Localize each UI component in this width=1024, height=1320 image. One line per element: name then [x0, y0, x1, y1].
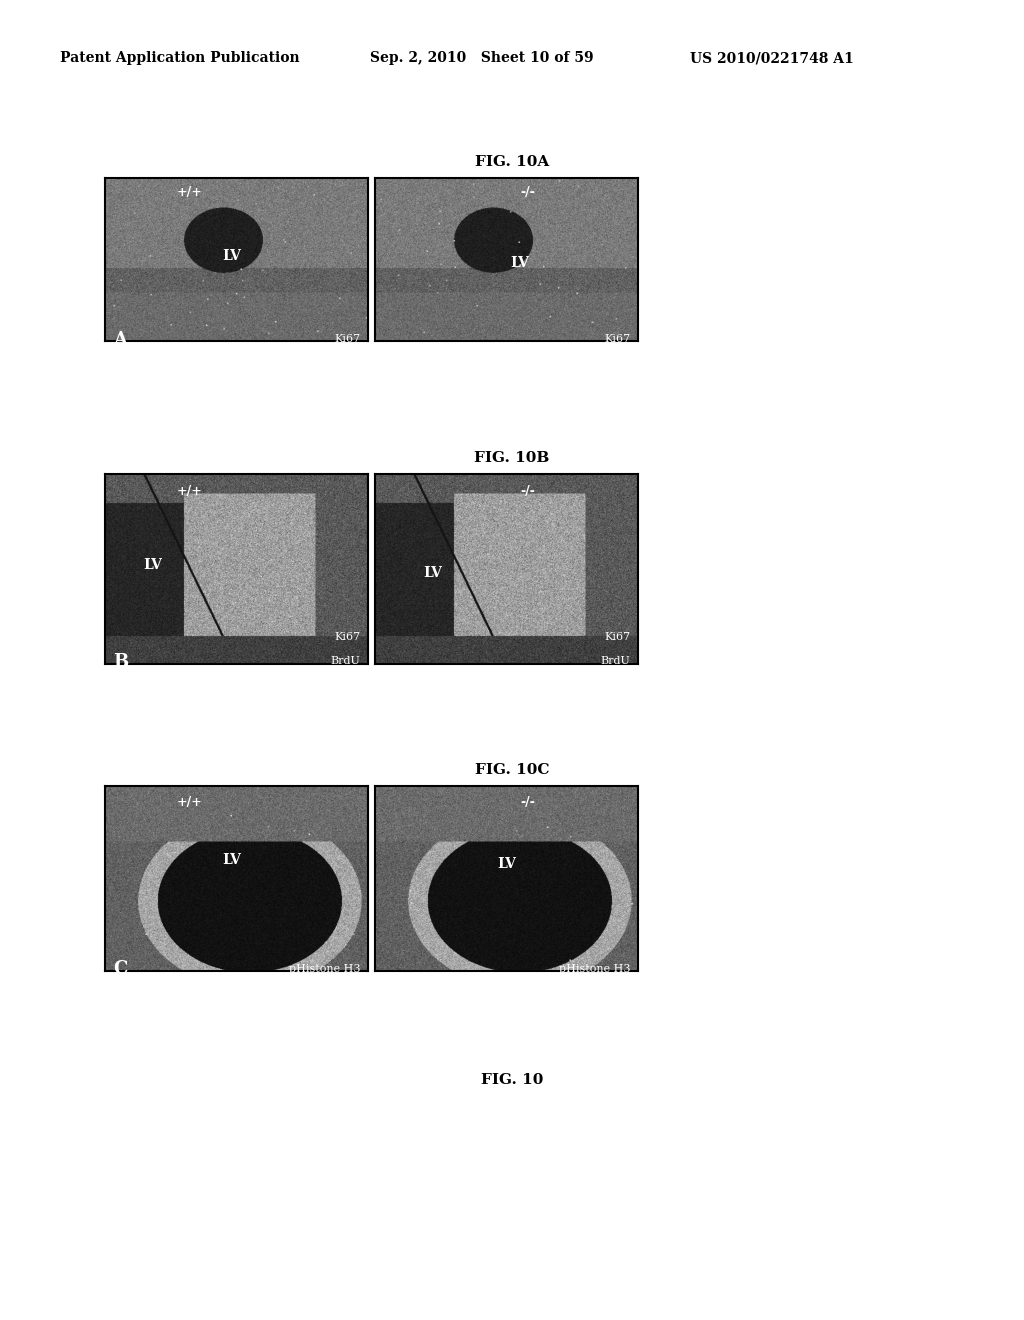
Text: -/-: -/- [520, 186, 535, 199]
Text: LV: LV [143, 558, 162, 572]
Text: Sep. 2, 2010   Sheet 10 of 59: Sep. 2, 2010 Sheet 10 of 59 [370, 51, 594, 65]
Text: pHistone H3: pHistone H3 [289, 964, 360, 974]
Text: +/+: +/+ [176, 484, 202, 498]
Text: Ki67: Ki67 [604, 334, 630, 345]
Text: LV: LV [423, 566, 442, 579]
Text: LV: LV [222, 853, 241, 867]
Text: A: A [113, 331, 127, 350]
Text: Ki67: Ki67 [604, 632, 630, 642]
Text: +/+: +/+ [176, 796, 202, 809]
Text: LV: LV [222, 249, 241, 263]
Text: +/+: +/+ [176, 186, 202, 199]
Text: US 2010/0221748 A1: US 2010/0221748 A1 [690, 51, 854, 65]
Text: C: C [113, 960, 127, 978]
Text: -/-: -/- [520, 484, 535, 498]
Text: LV: LV [497, 857, 516, 871]
Text: B: B [113, 652, 128, 671]
Text: Ki67: Ki67 [334, 334, 360, 345]
Text: pHistone H3: pHistone H3 [559, 964, 630, 974]
Text: FIG. 10C: FIG. 10C [475, 763, 549, 777]
Text: -/-: -/- [520, 796, 535, 809]
Text: FIG. 10B: FIG. 10B [474, 451, 550, 465]
Text: BrdU: BrdU [600, 656, 630, 667]
Text: Patent Application Publication: Patent Application Publication [60, 51, 300, 65]
Text: BrdU: BrdU [331, 656, 360, 667]
Text: Ki67: Ki67 [334, 632, 360, 642]
Text: FIG. 10: FIG. 10 [481, 1073, 543, 1086]
Text: FIG. 10A: FIG. 10A [475, 154, 549, 169]
Text: LV: LV [510, 256, 529, 269]
